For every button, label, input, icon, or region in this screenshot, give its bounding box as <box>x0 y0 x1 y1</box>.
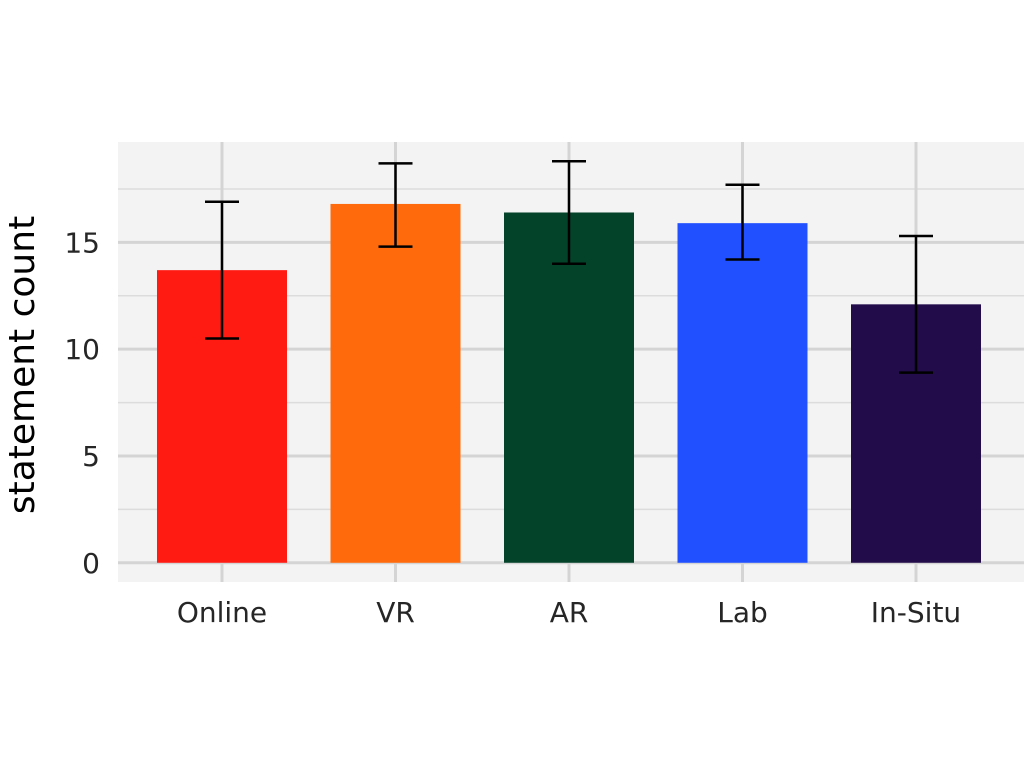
x-tick-labels: Online VR AR Lab In-Situ <box>177 596 961 629</box>
y-tick-label: 10 <box>64 333 100 366</box>
y-tick-label: 5 <box>82 440 100 473</box>
x-tick-label: VR <box>376 596 415 629</box>
x-tick-label: Lab <box>717 596 768 629</box>
error-bar-vr <box>378 162 413 248</box>
y-axis-label: statement count <box>2 216 43 514</box>
error-bar-lab <box>725 183 760 261</box>
y-tick-labels: 0 5 10 15 <box>64 226 100 579</box>
bar-lab <box>677 223 808 563</box>
x-tick-label: Online <box>177 596 267 629</box>
x-tick-label: AR <box>550 596 589 629</box>
error-bar-in-situ <box>899 234 933 374</box>
bar-vr <box>330 203 461 563</box>
bars <box>157 203 981 563</box>
y-tick-label: 15 <box>64 226 100 259</box>
error-bar-online <box>205 200 239 340</box>
bar-ar <box>504 212 634 563</box>
y-tick-label: 0 <box>82 547 100 580</box>
x-tick-label: In-Situ <box>871 596 961 629</box>
error-bar-ar <box>552 159 586 265</box>
error-bars <box>205 159 933 374</box>
